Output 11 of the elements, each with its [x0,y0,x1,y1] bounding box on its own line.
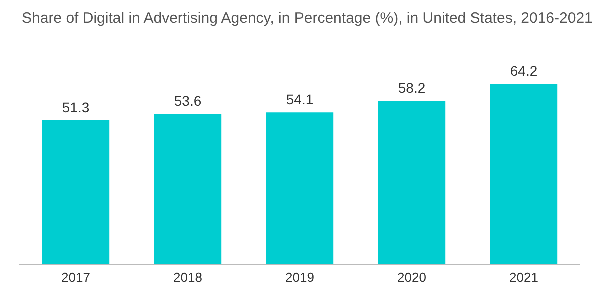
x-tick-label: 2021 [510,270,538,285]
x-tick-label: 2017 [62,270,90,285]
data-label: 51.3 [62,99,90,116]
data-label: 58.2 [398,80,426,96]
data-label: 53.6 [174,92,202,109]
data-label: 64.2 [510,63,538,80]
x-tick-label: 2018 [174,270,202,285]
x-tick-label: 2019 [286,270,314,285]
x-tick-label: 2020 [398,270,426,285]
chart-title: Share of Digital in Advertising Agency, in Percentage (%), in United States, 2016-2021 [22,10,593,27]
data-label: 54.1 [286,92,314,108]
